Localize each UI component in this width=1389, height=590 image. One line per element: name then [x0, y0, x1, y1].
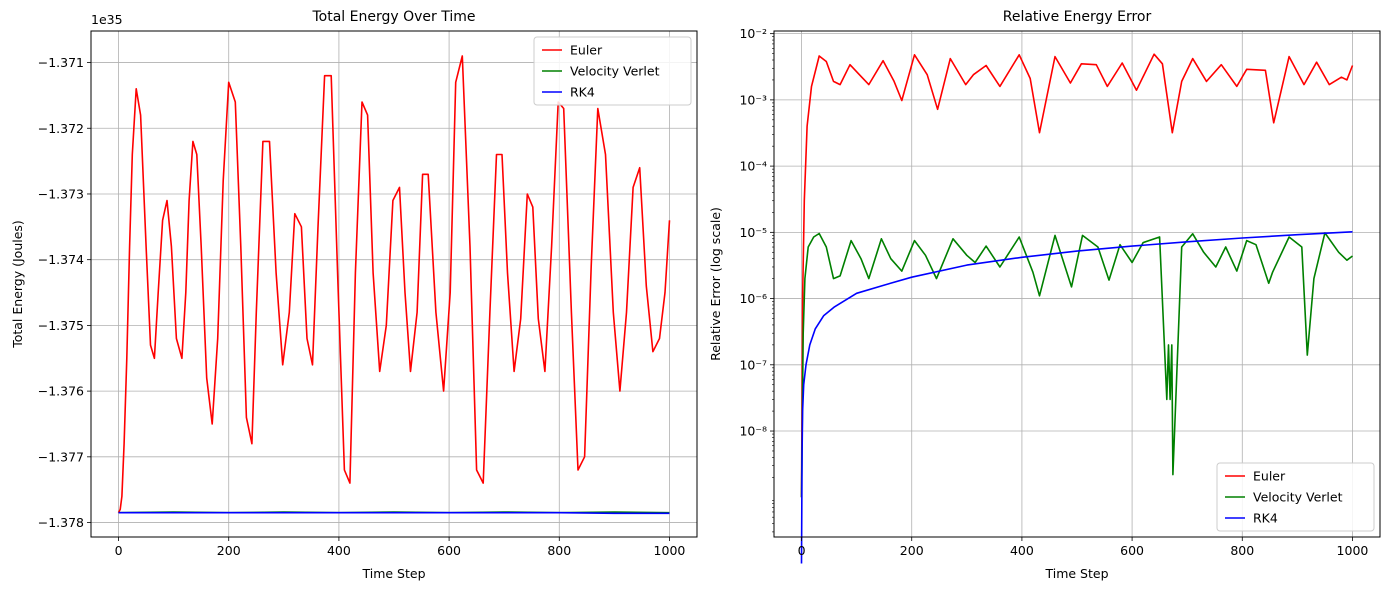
plot-area-background	[774, 31, 1380, 537]
legend-label: Euler	[1253, 469, 1286, 484]
y-axis-label: Total Energy (Joules)	[10, 220, 25, 349]
y-offset-label: 1e35	[91, 12, 123, 27]
series-line-euler	[800, 53, 1354, 498]
y-tick-label: −1.372	[38, 121, 84, 136]
grid-lines	[91, 31, 697, 537]
series-lines	[800, 53, 1354, 564]
x-tick-label: 0	[115, 543, 123, 558]
legend: Euler Velocity Verlet RK4	[1216, 462, 1375, 532]
y-tick-label: −1.374	[38, 252, 84, 267]
y-tick-label: 10⁻⁷	[739, 357, 767, 372]
legend-label: Velocity Verlet	[1253, 490, 1343, 505]
plot-area-background	[91, 31, 697, 537]
series-line-rk4	[800, 231, 1353, 564]
x-tick-label: 200	[217, 543, 241, 558]
axes-frame	[773, 30, 1381, 538]
y-tick-label: 10⁻⁵	[739, 225, 767, 240]
y-tick-label: −1.373	[38, 186, 84, 201]
legend-box	[533, 36, 692, 106]
y-tick-label: 10⁻⁸	[739, 424, 767, 439]
series-lines	[117, 55, 671, 515]
legend-label: RK4	[570, 85, 595, 100]
y-tick-label: 10⁻⁶	[739, 291, 767, 306]
y-tick-label: −1.377	[38, 449, 84, 464]
energy-chart-panel: 0 200 400 600 800 1000 −1.378 −1.377 −1.376 −1.37…	[10, 9, 698, 581]
y-tick-label: −1.375	[38, 318, 84, 333]
x-tick-label: 0	[798, 543, 806, 558]
axis-ticks: 0 200 400 600 800 1000 10⁻⁸ 10⁻⁷ 10⁻⁶ 10⁻⁵ 10⁻⁴ 10⁻…	[739, 26, 1368, 558]
x-axis-label: Time Step	[361, 566, 425, 581]
x-tick-label: 1000	[1337, 543, 1369, 558]
x-tick-label: 600	[437, 543, 461, 558]
y-tick-label: −1.376	[38, 384, 84, 399]
y-tick-label: 10⁻²	[739, 26, 767, 41]
y-tick-label: −1.378	[38, 515, 84, 530]
y-tick-label: 10⁻³	[739, 92, 767, 107]
series-line-rk4	[118, 511, 670, 515]
legend: Euler Velocity Verlet RK4	[533, 36, 692, 106]
x-axis-label: Time Step	[1044, 566, 1108, 581]
legend-box	[1216, 462, 1375, 532]
x-tick-label: 1000	[654, 543, 686, 558]
x-tick-label: 400	[1010, 543, 1034, 558]
series-line-velocity-verlet	[800, 232, 1353, 498]
x-tick-label: 600	[1120, 543, 1144, 558]
legend-label: Velocity Verlet	[570, 64, 660, 79]
x-tick-label: 200	[900, 543, 924, 558]
chart-title: Relative Energy Error	[1003, 9, 1152, 25]
axes-frame	[90, 30, 698, 538]
y-axis-label: Relative Error (log scale)	[708, 207, 723, 361]
legend-label: RK4	[1253, 511, 1278, 526]
x-tick-label: 800	[547, 543, 571, 558]
series-line-euler	[117, 55, 671, 514]
legend-label: Euler	[570, 43, 603, 58]
chart-title: Total Energy Over Time	[312, 9, 476, 25]
x-tick-label: 400	[327, 543, 351, 558]
error-chart-panel: 0 200 400 600 800 1000 10⁻⁸ 10⁻⁷ 10⁻⁶ 10⁻⁵ 10⁻⁴ 10⁻…	[708, 9, 1381, 581]
axis-ticks: 0 200 400 600 800 1000 −1.378 −1.377 −1.376 −1.37…	[38, 55, 686, 558]
y-tick-label: 10⁻⁴	[739, 159, 767, 174]
y-tick-label: −1.371	[38, 55, 84, 70]
x-tick-label: 800	[1230, 543, 1254, 558]
